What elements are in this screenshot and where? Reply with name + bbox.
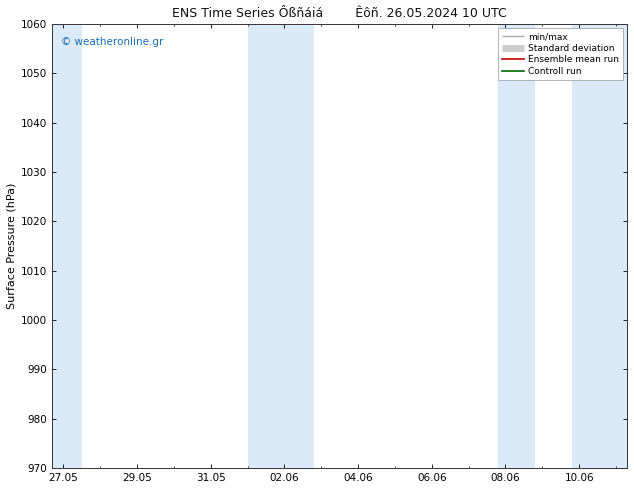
- Bar: [52, 24, 82, 468]
- Title: ENS Time Series Ôßñáiá        Êôñ. 26.05.2024 10 UTC: ENS Time Series Ôßñáiá Êôñ. 26.05.2024 1…: [172, 7, 507, 20]
- Legend: min/max, Standard deviation, Ensemble mean run, Controll run: min/max, Standard deviation, Ensemble me…: [498, 28, 623, 80]
- Bar: [498, 24, 535, 468]
- Text: © weatheronline.gr: © weatheronline.gr: [61, 37, 163, 47]
- Y-axis label: Surface Pressure (hPa): Surface Pressure (hPa): [7, 183, 17, 309]
- Bar: [572, 24, 627, 468]
- Bar: [247, 24, 314, 468]
